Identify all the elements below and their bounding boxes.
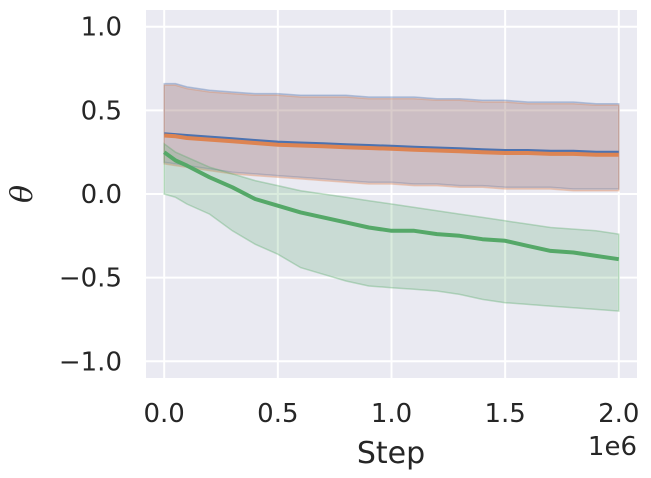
series-3-band bbox=[163, 142, 620, 312]
series-1-band bbox=[163, 82, 620, 190]
x-tick-label: 1.0 bbox=[371, 399, 412, 429]
x-axis-label: Step bbox=[357, 436, 425, 471]
x-tick-label: 0.0 bbox=[144, 399, 185, 429]
y-tick-label: 1.0 bbox=[81, 13, 122, 43]
x-tick-label: 2.0 bbox=[598, 399, 639, 429]
series-lines bbox=[163, 132, 620, 262]
series-3-line bbox=[163, 150, 620, 262]
y-tick-labels: −1.0 −0.5 0.0 0.5 1.0 bbox=[59, 13, 122, 378]
series-1-line bbox=[164, 132, 619, 154]
confidence-bands bbox=[163, 82, 620, 312]
y-tick-label: 0.5 bbox=[81, 96, 122, 126]
x-offset-label: 1e6 bbox=[588, 432, 637, 462]
y-tick-label: −1.0 bbox=[59, 347, 122, 377]
grid bbox=[146, 10, 637, 378]
x-tick-label: 0.5 bbox=[257, 399, 298, 429]
y-axis-label: θ bbox=[5, 185, 40, 203]
y-tick-label: −0.5 bbox=[59, 264, 122, 294]
x-tick-label: 1.5 bbox=[484, 399, 525, 429]
series-2-band bbox=[163, 84, 620, 192]
y-tick-label: 0.0 bbox=[81, 180, 122, 210]
series-2-line bbox=[164, 133, 619, 157]
x-tick-labels: 0.0 0.5 1.0 1.5 2.0 bbox=[144, 399, 640, 429]
